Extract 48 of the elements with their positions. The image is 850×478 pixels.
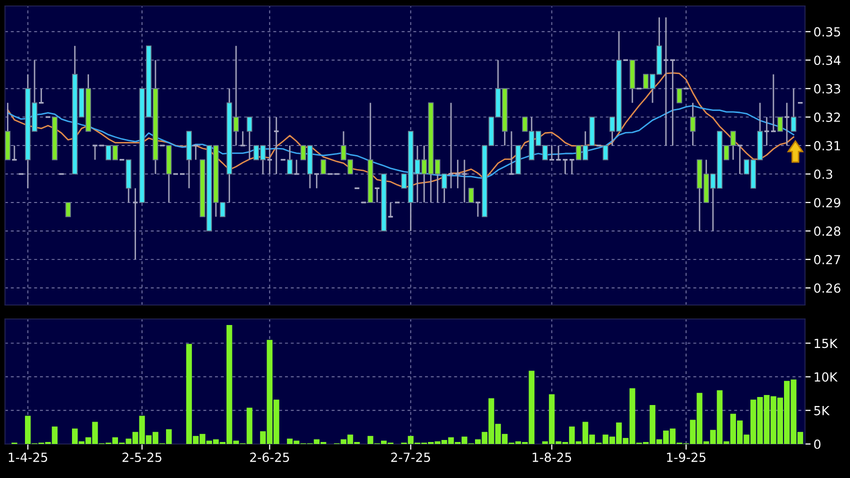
candlestick	[468, 188, 474, 203]
y-tick-label: 0	[814, 439, 820, 449]
y-tick-label: 15K	[814, 338, 838, 348]
y-tick-label: 5K	[814, 406, 830, 416]
x-tick-label: 1-4-25	[8, 452, 48, 462]
candlestick	[240, 130, 246, 146]
x-tick-label: 2-7-25	[391, 452, 430, 462]
candlestick	[790, 88, 796, 132]
x-tick-label: 2-6-25	[250, 452, 289, 462]
candlestick	[602, 145, 608, 160]
y-tick-label: 0.3	[814, 169, 832, 179]
y-tick-label: 0.31	[814, 141, 840, 150]
y-tick-label: 0.27	[814, 254, 840, 264]
y-tick-label: 0.34	[814, 56, 840, 66]
candlestick	[293, 159, 300, 175]
y-tick-label: 0.33	[814, 84, 840, 94]
x-tick-label: 1-8-25	[532, 452, 572, 462]
candlestick	[246, 116, 252, 160]
candlestick	[461, 159, 468, 204]
candlestick	[662, 16, 670, 146]
candlestick	[132, 188, 138, 260]
y-tick-label: 0.28	[814, 226, 840, 236]
candlestick	[192, 144, 199, 160]
candlestick	[676, 88, 682, 104]
y-tick-label: 10K	[814, 372, 838, 382]
candlestick	[784, 102, 790, 146]
candlestick	[65, 202, 71, 218]
y-tick-label: 0.26	[814, 283, 840, 293]
candlestick	[454, 159, 461, 189]
candlestick	[387, 202, 394, 218]
candlestick	[555, 144, 562, 161]
candlestick	[313, 173, 320, 189]
candlestick	[770, 74, 777, 132]
x-tick-label: 2-5-25	[122, 452, 162, 462]
candlestick	[11, 144, 18, 161]
candlestick	[320, 159, 326, 174]
candlestick	[736, 144, 744, 175]
y-tick-label: 0.35	[814, 27, 840, 37]
candlestick	[568, 158, 576, 175]
candlestick	[690, 102, 696, 146]
y-tick-label: 0.32	[814, 112, 840, 122]
x-tick-label: 1-9-25	[667, 452, 706, 462]
candlestick	[448, 102, 454, 189]
candlestick	[777, 116, 783, 132]
candlestick	[508, 130, 515, 175]
candlestick	[92, 144, 98, 160]
y-tick-label: 0.29	[814, 198, 840, 208]
candlestick	[474, 202, 482, 218]
